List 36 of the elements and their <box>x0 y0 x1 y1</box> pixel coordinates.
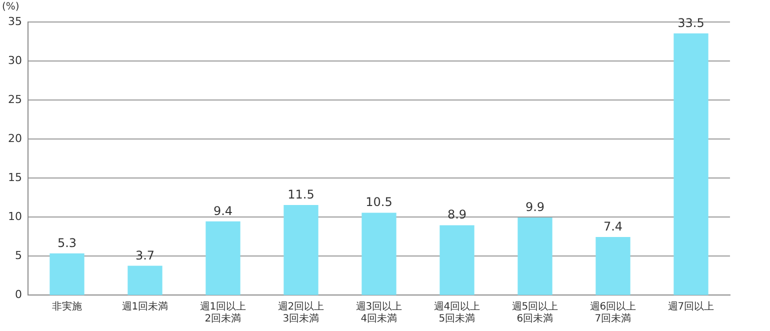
data-label: 8.9 <box>447 208 467 222</box>
x-tick-label: 週7回以上 <box>668 300 714 313</box>
y-tick-label: 15 <box>8 170 22 184</box>
bar <box>440 225 474 295</box>
bar <box>284 204 318 295</box>
y-tick-label: 25 <box>8 92 22 106</box>
y-tick-label: 35 <box>8 14 22 28</box>
y-axis-title: (%) <box>2 2 20 13</box>
bar <box>362 212 396 295</box>
y-tick-label: 10 <box>8 210 22 223</box>
x-tick-label: 週6回以上 7回未満 <box>590 300 636 325</box>
bar <box>128 266 162 295</box>
bar <box>518 217 552 295</box>
y-tick-label: 5 <box>14 248 22 262</box>
data-label: 10.5 <box>366 195 392 210</box>
y-tick-label: 0 <box>14 288 22 301</box>
x-tick-label: 非実施 <box>52 300 82 313</box>
x-tick-label: 週3回以上 4回未満 <box>356 300 402 325</box>
bar <box>206 221 240 295</box>
data-label: 3.7 <box>135 248 155 262</box>
bar <box>674 33 708 295</box>
y-tick-label: 20 <box>8 132 22 145</box>
x-tick-label: 週5回以上 6回未満 <box>512 300 558 325</box>
bar <box>50 253 84 295</box>
x-tick-label: 週1回未満 <box>122 300 168 313</box>
x-tick-label: 週4回以上 5回未満 <box>434 300 480 325</box>
data-label: 33.5 <box>678 16 704 30</box>
data-label: 9.9 <box>525 200 545 214</box>
data-label: 11.5 <box>288 187 314 202</box>
data-label: 9.4 <box>213 204 233 218</box>
x-tick-label: 週1回以上 2回未満 <box>200 300 246 325</box>
data-label: 7.4 <box>603 219 623 234</box>
y-tick-label: 30 <box>8 54 22 67</box>
data-label: 5.3 <box>57 236 77 250</box>
bar <box>596 236 630 295</box>
x-tick-label: 週2回以上 3回未満 <box>278 300 324 325</box>
